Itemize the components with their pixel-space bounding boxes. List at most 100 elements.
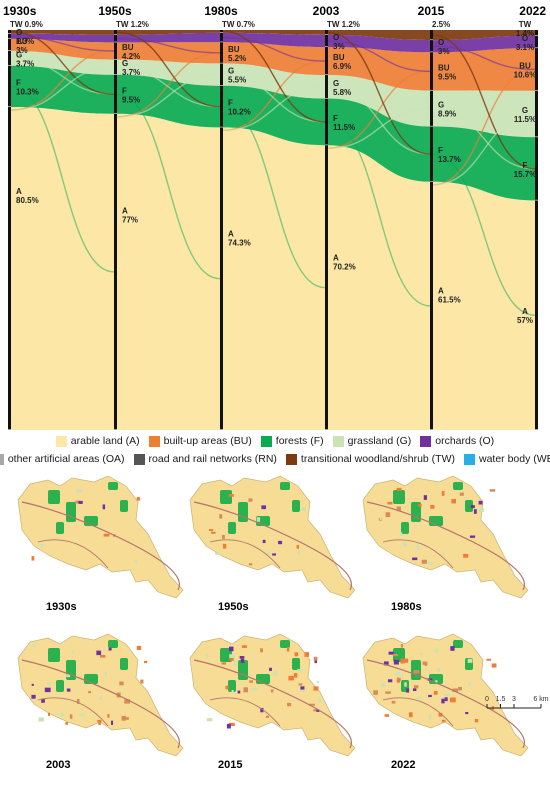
label-a: A 74.3% [228,229,251,247]
flow-o [11,33,114,43]
map-forest [48,648,60,662]
map-patch [438,712,443,717]
label-line: 10.3% [16,87,39,96]
scale-label: 3 [512,696,516,703]
map-patch [270,689,274,693]
label-line: 10.6% [514,70,537,79]
label-line: 61.5% [438,295,461,304]
flow-a [433,181,535,430]
flow-f [433,126,535,201]
map-road [21,659,180,749]
map-patch [243,687,248,693]
map-patch [318,699,322,703]
node-a [8,107,11,430]
map-patch [403,658,409,663]
map-forest [228,522,236,534]
label-line: BU [16,37,28,46]
map-patch [423,495,427,500]
map-patch [427,561,433,566]
node-a [220,127,223,430]
label-f: F 9.5% [122,86,140,104]
label-line: F [228,99,233,108]
map-caption: 1980s [391,601,422,613]
map-patch [248,563,253,566]
map-forest [238,502,248,522]
map-outline [17,475,184,599]
land-use-map: 2022 [362,633,529,771]
map-outline [362,475,529,599]
label-line: A [522,307,528,316]
label-bu: BU 10.6% [514,61,537,79]
label-line: 15.7% [514,170,537,179]
map-patch [134,559,137,563]
map-forest [453,482,463,490]
map-forest [108,482,118,490]
map-patch [433,690,438,695]
map-patch [96,650,102,656]
flow-transition [116,73,221,118]
label-f: F 15.7% [514,161,537,179]
label-line: 9.5% [122,95,140,104]
label-bu: BU 5.2% [228,45,246,63]
map-patch [222,534,225,540]
flow-o [328,34,430,53]
map-patch [400,644,403,648]
map-patch [435,680,438,683]
map-patch [396,487,402,491]
map-patch [221,662,227,665]
label-line: 1.4% [516,29,534,38]
map-patch [288,675,294,681]
map-patch [392,653,399,657]
node-a [535,200,538,430]
map-forest [465,500,473,512]
map-patch [383,661,389,666]
label-line: F [16,78,21,87]
map-patch [458,686,462,691]
map-patch [314,659,317,664]
label-line: 70.2% [333,263,356,272]
map-patch [412,688,417,691]
label-f: F 13.7% [438,146,461,164]
map-patch [222,543,227,549]
map-patch [99,696,102,700]
map-patch [211,531,216,534]
map-patch [428,714,432,720]
flow-a [11,107,114,430]
label-line: F [333,114,338,123]
map-patch [420,653,423,656]
label-line: TW 1.2% [327,20,360,29]
label-line: 74.3% [228,238,251,247]
map-patch [79,713,85,717]
map-patch [66,674,71,678]
node-a [114,113,117,430]
flow-transition [327,86,431,155]
node-o [325,34,328,47]
flow-transition [10,35,115,52]
legend-swatch [464,453,475,465]
node-bu [325,47,328,75]
node-bu [535,48,538,91]
map-patch [231,690,234,693]
legend-row-2: other artificial areas (OA) road and rail… [0,450,550,468]
map-patch [313,656,318,661]
node-f [8,65,11,107]
legend-label: built-up areas (BU) [163,435,252,447]
label-a: A 80.5% [16,187,39,205]
flow-a [328,145,430,430]
land-use-map: 1950s [189,475,356,613]
label-line: A [16,187,22,196]
flow-f [223,85,325,146]
label-line: G [16,50,22,59]
label-line: G [438,101,444,110]
flow-transition [327,107,431,149]
map-patch [444,697,448,702]
map-patch [237,690,241,694]
map-patch [393,659,399,665]
map-patch [388,651,394,655]
legend-item: water body (WB) [464,453,550,465]
label-line: F [523,161,528,170]
legend-row-1: arable land (A) built-up areas (BU) forest… [0,432,550,450]
flow-transition [222,36,326,62]
map-patch [396,677,401,681]
label-line: G [333,79,339,88]
